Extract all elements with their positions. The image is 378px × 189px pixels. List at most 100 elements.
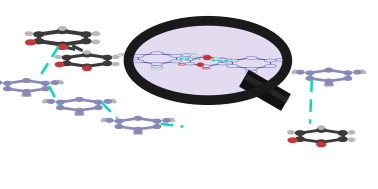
Circle shape — [27, 94, 31, 96]
Ellipse shape — [132, 54, 144, 57]
Circle shape — [23, 79, 30, 82]
Ellipse shape — [122, 54, 133, 57]
Ellipse shape — [226, 65, 239, 67]
Circle shape — [338, 137, 347, 141]
Circle shape — [57, 106, 64, 109]
Circle shape — [57, 100, 64, 104]
Circle shape — [129, 21, 287, 100]
Ellipse shape — [245, 56, 257, 59]
Ellipse shape — [226, 58, 232, 59]
Circle shape — [203, 56, 211, 60]
Circle shape — [325, 79, 333, 83]
Ellipse shape — [117, 55, 123, 56]
Ellipse shape — [150, 68, 156, 69]
Circle shape — [110, 99, 115, 102]
Circle shape — [138, 132, 143, 134]
Ellipse shape — [151, 63, 163, 66]
Circle shape — [55, 62, 64, 67]
Circle shape — [292, 71, 296, 74]
Circle shape — [163, 119, 170, 122]
Circle shape — [57, 42, 67, 47]
Circle shape — [25, 32, 33, 36]
Circle shape — [296, 131, 304, 135]
Circle shape — [133, 132, 138, 134]
Circle shape — [288, 131, 294, 134]
Circle shape — [57, 29, 67, 33]
Circle shape — [76, 98, 83, 101]
Ellipse shape — [119, 53, 125, 55]
Circle shape — [92, 32, 99, 36]
Circle shape — [317, 142, 326, 147]
Circle shape — [59, 27, 66, 30]
Circle shape — [94, 100, 102, 104]
Circle shape — [84, 51, 90, 54]
Circle shape — [92, 40, 99, 44]
Circle shape — [23, 90, 30, 93]
Ellipse shape — [246, 70, 257, 73]
Ellipse shape — [151, 65, 163, 68]
Ellipse shape — [191, 55, 197, 56]
Ellipse shape — [185, 63, 195, 65]
Circle shape — [170, 119, 175, 122]
Circle shape — [338, 131, 347, 135]
Circle shape — [106, 119, 113, 122]
Ellipse shape — [180, 58, 186, 59]
Ellipse shape — [157, 68, 163, 69]
Circle shape — [115, 125, 123, 128]
Ellipse shape — [170, 54, 182, 57]
Ellipse shape — [201, 65, 211, 67]
Circle shape — [317, 140, 326, 144]
Circle shape — [44, 99, 48, 102]
Circle shape — [42, 87, 49, 91]
Circle shape — [57, 45, 67, 50]
Circle shape — [104, 100, 112, 103]
Ellipse shape — [285, 59, 291, 61]
Ellipse shape — [264, 59, 276, 62]
Circle shape — [42, 81, 49, 85]
Ellipse shape — [202, 67, 210, 69]
Circle shape — [4, 81, 11, 85]
Circle shape — [76, 111, 83, 115]
Circle shape — [317, 128, 326, 132]
Circle shape — [113, 63, 119, 66]
Circle shape — [83, 53, 91, 57]
Circle shape — [134, 127, 142, 131]
Circle shape — [361, 71, 366, 74]
Ellipse shape — [203, 54, 209, 56]
Circle shape — [26, 40, 36, 45]
Circle shape — [169, 118, 174, 121]
Circle shape — [47, 100, 54, 103]
Circle shape — [306, 77, 314, 80]
Circle shape — [113, 55, 119, 58]
Circle shape — [354, 70, 361, 74]
Circle shape — [297, 70, 304, 74]
Circle shape — [135, 130, 141, 133]
Ellipse shape — [132, 60, 144, 63]
Ellipse shape — [245, 73, 251, 74]
Circle shape — [4, 87, 11, 91]
Ellipse shape — [226, 64, 232, 65]
Ellipse shape — [213, 58, 219, 59]
Ellipse shape — [151, 52, 163, 55]
Circle shape — [43, 101, 47, 103]
Circle shape — [34, 32, 44, 37]
Ellipse shape — [252, 73, 258, 74]
Circle shape — [55, 55, 61, 58]
Circle shape — [75, 113, 79, 115]
Circle shape — [62, 55, 71, 60]
Circle shape — [325, 68, 333, 72]
Circle shape — [115, 119, 123, 123]
Circle shape — [103, 61, 112, 66]
Circle shape — [344, 77, 352, 80]
Circle shape — [293, 70, 298, 72]
Circle shape — [59, 82, 63, 84]
Circle shape — [81, 32, 91, 37]
Circle shape — [288, 138, 297, 143]
Ellipse shape — [217, 58, 227, 60]
Circle shape — [349, 131, 355, 134]
Ellipse shape — [189, 53, 195, 55]
Circle shape — [344, 71, 352, 75]
Circle shape — [80, 113, 84, 115]
Circle shape — [197, 63, 203, 66]
Circle shape — [0, 81, 2, 84]
